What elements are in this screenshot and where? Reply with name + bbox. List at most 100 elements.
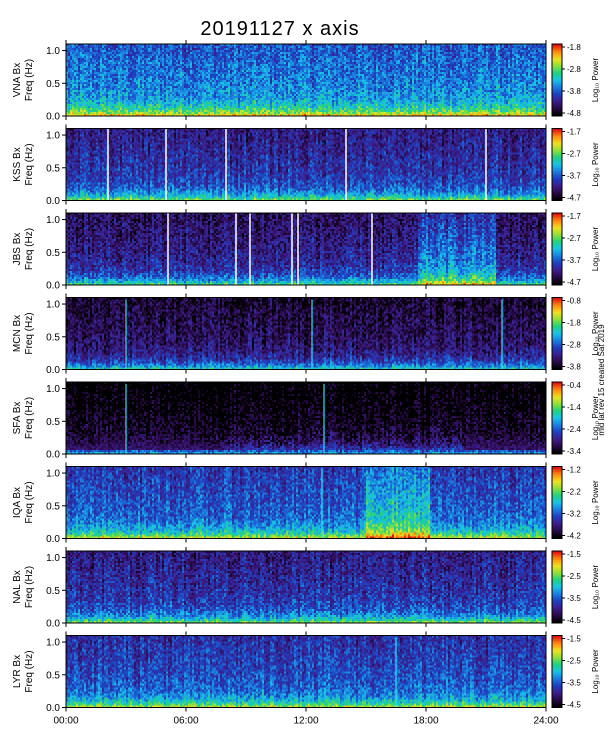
colorbar-segment xyxy=(552,676,562,680)
colorbar-segment xyxy=(552,169,562,173)
colorbar-segment xyxy=(552,164,562,167)
colorbar-segment xyxy=(552,310,562,313)
colorbar-segment xyxy=(552,276,562,279)
colorbar-segment xyxy=(552,234,562,237)
colorbar-segment xyxy=(552,320,562,324)
colorbar-segment xyxy=(552,498,562,502)
y-axis-label-freq: Freq (Hz) xyxy=(24,566,35,608)
colorbar-segment xyxy=(552,578,562,581)
colorbar-segment xyxy=(552,437,562,441)
colorbar-segment xyxy=(552,132,562,135)
panel-lyr: 0.0 0.5 1.0 LYR Bx Freq (Hz) -1.5 -2.5 -3.5 -4.5… xyxy=(12,631,600,714)
colorbar-segment xyxy=(552,394,562,397)
colorbar-segment xyxy=(552,236,562,239)
colorbar-segment xyxy=(552,488,562,491)
colorbar-segment xyxy=(552,534,562,538)
colorbar-tick-label: -3.5 xyxy=(567,594,581,603)
colorbar-segment xyxy=(552,525,562,529)
colorbar-segment xyxy=(552,572,562,575)
y-tick-label: 1.0 xyxy=(46,300,60,311)
colorbar-segment xyxy=(552,691,562,694)
colorbar-frame xyxy=(551,212,563,286)
colorbar-segment xyxy=(552,558,562,561)
colorbar-segment xyxy=(552,137,562,140)
colorbar-segment xyxy=(552,563,562,566)
y-tick-label: 0.5 xyxy=(46,586,60,597)
colorbar-segment xyxy=(552,281,562,284)
colorbar-segment xyxy=(552,160,562,164)
colorbar-segment xyxy=(552,360,562,363)
colorbar-segment xyxy=(552,522,562,525)
colorbar-segment xyxy=(552,225,562,228)
colorbar-segment xyxy=(552,471,562,475)
colorbar-segment xyxy=(552,533,562,536)
colorbar-segment xyxy=(552,561,562,565)
y-axis-label-station: NAL Bx xyxy=(12,570,23,604)
colorbar-segment xyxy=(552,259,562,263)
colorbar-segment xyxy=(552,678,562,681)
colorbar-segment xyxy=(552,477,562,480)
colorbar-segment xyxy=(552,301,562,304)
colorbar-segment xyxy=(552,693,562,696)
colorbar-segment xyxy=(552,614,562,617)
colorbar-segment xyxy=(552,110,562,113)
colorbar-segment xyxy=(552,254,562,257)
y-axis-label-freq: Freq (Hz) xyxy=(24,59,35,101)
colorbar-segment xyxy=(552,168,562,171)
colorbar-segment xyxy=(552,331,562,334)
colorbar-segment xyxy=(552,65,562,68)
colorbar-segment xyxy=(552,180,562,183)
colorbar-tick-label: -3.4 xyxy=(567,447,581,456)
colorbar-mcn: -0.8 -1.8 -2.8 -3.8 Log₁₀ Power xyxy=(551,297,600,372)
colorbar-tick-label: -4.5 xyxy=(567,616,581,625)
colorbar-tick-label: -1.8 xyxy=(567,43,581,52)
colorbar-segment xyxy=(552,247,562,250)
spectrogram-jbs xyxy=(66,213,546,285)
colorbar-segment xyxy=(552,150,562,153)
y-tick-label: 0.0 xyxy=(46,534,60,545)
colorbar-segment xyxy=(552,365,562,369)
colorbar-segment xyxy=(552,367,562,370)
colorbar-segment xyxy=(552,261,562,264)
colorbar-segment xyxy=(552,651,562,654)
colorbar-segment xyxy=(552,484,562,487)
colorbar-segment xyxy=(552,567,562,570)
colorbar-segment xyxy=(552,434,562,437)
colorbar-lyr: -1.5 -2.5 -3.5 -4.5 Log₁₀ Power xyxy=(551,635,600,710)
spectrogram-lyr xyxy=(66,635,546,708)
panel-kss: 0.0 0.5 1.0 KSS Bx Freq (Hz) -1.7 -2.7 -3.7 -4.7… xyxy=(12,124,600,207)
colorbar-segment xyxy=(552,338,562,342)
colorbar-segment xyxy=(552,78,562,81)
colorbar-segment xyxy=(552,54,562,58)
colorbar-segment xyxy=(552,705,562,708)
colorbar-segment xyxy=(552,49,562,52)
y-axis-label-freq: Freq (Hz) xyxy=(24,228,35,270)
y-tick-label: 1.0 xyxy=(46,469,60,480)
x-tick-label: 12:00 xyxy=(293,716,318,727)
colorbar-segment xyxy=(552,448,562,451)
colorbar-tick-label: -4.2 xyxy=(567,532,581,541)
colorbar-tick-label: -4.7 xyxy=(567,194,581,203)
colorbar-segment xyxy=(552,590,562,593)
colorbar-segment xyxy=(552,346,562,349)
colorbar-nal: -1.5 -2.5 -3.5 -4.5 Log₁₀ Power xyxy=(551,550,600,625)
colorbar-segment xyxy=(552,401,562,405)
colorbar-segment xyxy=(552,107,562,110)
colorbar-segment xyxy=(552,358,562,361)
colorbar-segment xyxy=(552,60,562,63)
colorbar-segment xyxy=(552,274,562,277)
colorbar-segment xyxy=(552,649,562,653)
colorbar-tick-label: -1.7 xyxy=(567,212,581,221)
colorbar-segment xyxy=(552,382,562,385)
colorbar-segment xyxy=(552,473,562,476)
colorbar-vna: -1.8 -2.8 -3.8 -4.8 Log₁₀ Power xyxy=(551,43,600,118)
colorbar-segment xyxy=(552,536,562,539)
colorbar-segment xyxy=(552,364,562,367)
colorbar-segment xyxy=(552,74,562,77)
colorbar-segment xyxy=(552,151,562,155)
colorbar-segment xyxy=(552,148,562,151)
colorbar-segment xyxy=(552,655,562,658)
colorbar-segment xyxy=(552,270,562,273)
colorbar-segment xyxy=(552,664,562,667)
colorbar-segment xyxy=(552,130,562,133)
